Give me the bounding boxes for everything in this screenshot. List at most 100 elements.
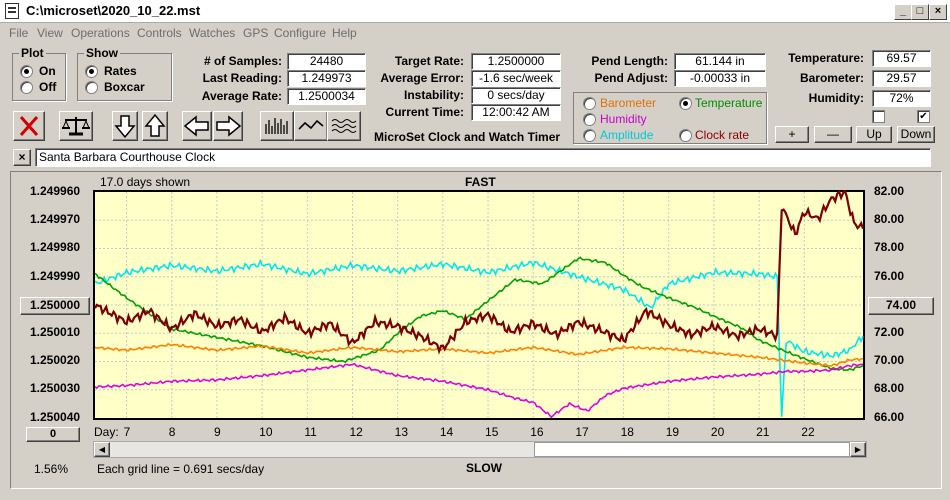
scroll-thumb[interactable] — [534, 442, 850, 457]
day-tick-label: 10 — [259, 425, 273, 439]
right-tick-label: 72.00 — [874, 325, 905, 339]
title-bar: C:\microset\2020_10_22.mst _ □ × — [0, 0, 950, 23]
current-time-label: Current Time: — [385, 105, 464, 119]
minus-button[interactable]: — — [814, 126, 852, 143]
grid-note: Each grid line = 0.691 secs/day — [97, 462, 265, 476]
clock-name-input[interactable]: Santa Barbara Courthouse Clock — [35, 148, 931, 167]
menu-view[interactable]: View — [37, 26, 63, 40]
arrow-right-icon — [216, 115, 242, 137]
day-tick-label: 12 — [349, 425, 363, 439]
right-tick-label: 66.00 — [874, 409, 905, 424]
arrow-left-button[interactable] — [182, 111, 212, 141]
sensor-barometer-radio[interactable] — [583, 97, 596, 110]
show-rates-label: Rates — [104, 64, 137, 78]
scroll-right-arrow-icon[interactable]: ▶ — [850, 442, 866, 457]
time-scrollbar[interactable]: ◀ ▶ — [93, 441, 867, 458]
checkbox-left[interactable] — [872, 110, 885, 123]
pend-length-field: 61.144 in — [674, 53, 766, 70]
pend-length-label: Pend Length: — [591, 54, 668, 68]
checkbox-right[interactable]: ✔ — [917, 110, 930, 123]
barometer-label: Barometer: — [799, 71, 864, 85]
balance-button[interactable] — [59, 111, 93, 141]
plot-group: Plot On Off — [12, 46, 66, 101]
red-x-icon — [19, 116, 39, 136]
line-graph-button[interactable] — [294, 111, 328, 141]
day-tick-label: 8 — [168, 425, 176, 439]
instability-label: Instability: — [403, 88, 464, 102]
day-tick-label: 7 — [123, 425, 131, 439]
right-tick-label: 76.00 — [874, 268, 905, 283]
day-tick-label: 22 — [801, 425, 815, 439]
stop-button[interactable] — [13, 111, 45, 141]
pend-adjust-field: -0.00033 in — [674, 70, 766, 87]
series-line — [94, 190, 865, 355]
slow-label: SLOW — [466, 461, 502, 475]
menu-configure[interactable]: Configure — [274, 26, 327, 40]
series-line — [94, 256, 864, 372]
menu-operations[interactable]: Operations — [71, 26, 130, 40]
percent-label: 1.56% — [34, 462, 69, 476]
offset-button[interactable]: 0 — [26, 427, 80, 442]
app-icon — [5, 3, 19, 19]
scroll-left-arrow-icon[interactable]: ◀ — [94, 442, 110, 457]
plot-off-radio[interactable] — [20, 81, 33, 94]
sensor-group: Barometer Temperature Humidity Amplitude… — [573, 92, 767, 144]
day-tick-label: 17 — [575, 425, 589, 439]
plot-on-label: On — [39, 64, 56, 78]
pend-adjust-label: Pend Adjust: — [594, 71, 668, 85]
wave-lines-icon — [331, 119, 357, 133]
up-button[interactable]: Up — [856, 126, 892, 143]
maximize-button[interactable]: □ — [911, 4, 929, 20]
menu-controls[interactable]: Controls — [137, 26, 182, 40]
down-button[interactable]: Down — [897, 126, 935, 143]
center-rate-button[interactable]: 1.250000 — [20, 297, 90, 315]
samples-field: 24480 — [287, 53, 366, 70]
arrow-right-button[interactable] — [213, 111, 243, 141]
menu-watches[interactable]: Watches — [189, 26, 236, 40]
temperature-label: Temperature: — [788, 51, 864, 65]
arrow-down-button[interactable] — [112, 111, 138, 141]
day-tick-label: 21 — [756, 425, 770, 439]
bar-graph-icon — [265, 118, 288, 134]
rate-chart — [93, 190, 865, 420]
left-tick-label: 1.249980 — [30, 240, 81, 255]
show-group: Show Rates Boxcar — [77, 46, 172, 101]
menu-help[interactable]: Help — [332, 26, 357, 40]
day-axis-label: Day: — [94, 425, 119, 439]
histogram-button[interactable] — [260, 111, 294, 141]
sensor-humidity-label: Humidity — [600, 112, 647, 126]
arrow-up-icon — [144, 113, 166, 137]
show-rates-radio[interactable] — [85, 65, 98, 78]
right-tick-label: 70.00 — [874, 353, 905, 368]
sensor-amplitude-radio[interactable] — [583, 129, 596, 142]
show-boxcar-label: Boxcar — [104, 80, 145, 94]
barometer-field: 29.57 — [872, 70, 931, 87]
sensor-temperature-radio[interactable] — [679, 97, 692, 110]
right-tick-label: 82.00 — [874, 184, 905, 198]
day-tick-label: 20 — [710, 425, 725, 439]
left-tick-label: 1.249990 — [30, 268, 81, 283]
day-tick-label: 13 — [394, 425, 409, 439]
minimize-button[interactable]: _ — [894, 4, 912, 20]
plot-on-radio[interactable] — [20, 65, 33, 78]
day-tick-label: 15 — [485, 425, 499, 439]
sensor-barometer-label: Barometer — [600, 96, 657, 110]
day-tick-label: 18 — [620, 425, 634, 439]
sensor-clockrate-radio[interactable] — [679, 129, 692, 142]
instability-field: 0 secs/day — [471, 87, 561, 104]
arrow-up-button[interactable] — [142, 111, 168, 141]
samples-label: # of Samples: — [203, 54, 282, 68]
clear-name-button[interactable]: × — [13, 149, 31, 166]
average-rate-field: 1.2500034 — [287, 88, 366, 105]
sensor-humidity-radio[interactable] — [583, 113, 596, 126]
show-boxcar-radio[interactable] — [85, 81, 98, 94]
target-rate-label: Target Rate: — [394, 54, 464, 68]
close-window-button[interactable]: × — [929, 4, 947, 20]
plus-button[interactable]: + — [775, 126, 809, 143]
plot-off-label: Off — [39, 80, 57, 94]
wave-graph-button[interactable] — [327, 111, 361, 141]
center-sensor-button[interactable]: 74.00 — [868, 297, 934, 315]
show-group-title: Show — [84, 46, 120, 60]
menu-gps[interactable]: GPS — [243, 26, 269, 40]
menu-file[interactable]: File — [9, 26, 29, 40]
